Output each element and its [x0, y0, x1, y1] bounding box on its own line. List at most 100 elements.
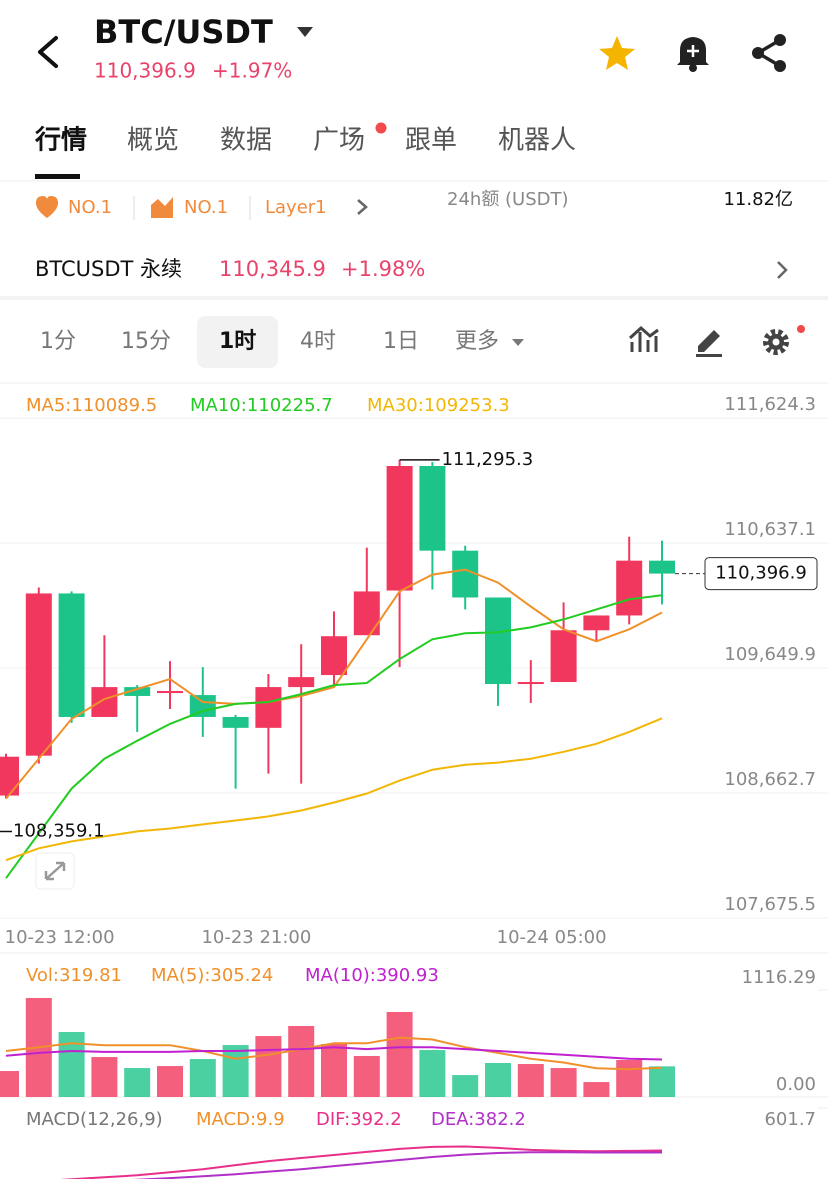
- favorite-icon[interactable]: [599, 36, 635, 70]
- volume-bar: [321, 1043, 347, 1097]
- volume-bar: [452, 1075, 479, 1097]
- candle-body: [25, 593, 52, 756]
- settings-icon[interactable]: [763, 329, 789, 355]
- y-tick-label: 601.7: [764, 1109, 816, 1130]
- volume-bar: [0, 1071, 19, 1097]
- tab[interactable]: 概览: [127, 126, 179, 156]
- interval[interactable]: 15分: [121, 329, 171, 354]
- x-tick-label: 10-23 21:00: [201, 927, 311, 948]
- volume-bar: [616, 1060, 643, 1097]
- contract-name[interactable]: BTCUSDT 永续: [35, 257, 182, 281]
- y-tick-label: 0.00: [776, 1074, 816, 1095]
- candle-body: [189, 695, 216, 717]
- candle-body: [550, 630, 577, 683]
- legend-entry: DEA:382.2: [431, 1109, 526, 1130]
- tab[interactable]: 跟单: [405, 126, 457, 156]
- volume-bar: [91, 1057, 118, 1097]
- tag: NO.1: [68, 197, 112, 218]
- indicator-icon[interactable]: [628, 325, 659, 352]
- tab[interactable]: 机器人: [498, 126, 576, 156]
- legend-entry: Vol:319.81: [26, 965, 122, 986]
- tag-chevron[interactable]: [357, 199, 368, 215]
- interval[interactable]: 1时: [219, 329, 256, 354]
- legend-entry: MA30:109253.3: [367, 395, 510, 416]
- volume-bar: [550, 1068, 577, 1097]
- contract-price: 110,345.9: [219, 257, 326, 281]
- legend-entry: MA(10):390.93: [305, 965, 439, 986]
- ma-line: [5, 717, 663, 862]
- legend-entry: MA(5):305.24: [151, 965, 273, 986]
- tab[interactable]: 广场: [313, 126, 365, 156]
- draw-icon[interactable]: [696, 330, 722, 357]
- candle-body: [222, 716, 249, 728]
- candle-body: [649, 560, 675, 574]
- candle-body: [58, 593, 85, 717]
- candle-body: [288, 677, 315, 688]
- expand-button[interactable]: [35, 852, 75, 890]
- pair-title[interactable]: BTC/USDT: [94, 13, 273, 51]
- volume-bar: [485, 1062, 511, 1097]
- header-change: +1.97%: [212, 59, 292, 83]
- volume-bar: [583, 1082, 610, 1097]
- interval[interactable]: 1分: [40, 329, 76, 354]
- more-dropdown[interactable]: [512, 339, 524, 346]
- turnover-value: 11.82亿: [723, 189, 793, 210]
- volume-bar: [58, 1032, 85, 1097]
- candle-body: [419, 465, 446, 551]
- contract-change: +1.98%: [341, 257, 425, 281]
- candle-body: [321, 636, 347, 676]
- alert-icon[interactable]: [677, 37, 709, 72]
- interval[interactable]: 更多: [455, 329, 499, 354]
- tab[interactable]: 行情: [34, 125, 87, 156]
- tab[interactable]: 数据: [220, 126, 272, 156]
- candle-body: [0, 756, 19, 796]
- last-price-box: [704, 557, 818, 591]
- y-tick-label: 111,624.3: [724, 394, 816, 415]
- x-tick-label: 10-24 05:00: [497, 927, 607, 948]
- legend-entry: MACD(12,26,9): [26, 1109, 163, 1130]
- volume-bar: [386, 1011, 413, 1097]
- pair-dropdown[interactable]: [297, 27, 313, 37]
- legend-entry: MACD:9.9: [196, 1109, 285, 1130]
- ma-line: [5, 1046, 663, 1061]
- ma-line: [5, 594, 663, 879]
- legend-entry: DIF:392.2: [316, 1109, 402, 1130]
- y-tick-label: 1116.29: [742, 967, 816, 988]
- annotation-label: 111,295.3: [442, 449, 534, 470]
- tag: NO.1: [184, 197, 228, 218]
- annotation-label: 108,359.1: [13, 820, 105, 841]
- candle-body: [124, 687, 151, 696]
- volume-bar: [189, 1059, 216, 1097]
- last-price-label: 110,396.9: [715, 563, 807, 584]
- candle-body: [517, 682, 544, 685]
- legend-entry: MA5:110089.5: [26, 395, 157, 416]
- tag: Layer1: [265, 197, 327, 218]
- legend-entry: MA10:110225.7: [190, 395, 333, 416]
- volume-bar: [353, 1055, 380, 1097]
- volume-bar: [124, 1068, 151, 1097]
- y-tick-label: 110,637.1: [724, 519, 816, 540]
- settings-badge: [797, 325, 805, 333]
- back-button[interactable]: [38, 36, 58, 68]
- volume-bar: [649, 1066, 675, 1097]
- y-tick-label: 108,662.7: [724, 769, 816, 790]
- divider: [0, 296, 828, 300]
- contract-chevron[interactable]: [777, 261, 788, 279]
- tab-badge: [375, 122, 387, 134]
- x-tick-label: 10-23 12:00: [5, 927, 115, 948]
- volume-bar: [222, 1045, 249, 1097]
- interval[interactable]: 4时: [300, 329, 336, 354]
- volume-bar: [157, 1066, 183, 1097]
- candle-body: [255, 687, 282, 728]
- ma-line: [5, 1036, 663, 1071]
- candle-body: [616, 560, 643, 616]
- candle-body: [386, 465, 413, 591]
- volume-bar: [255, 1036, 282, 1097]
- share-icon[interactable]: [752, 34, 786, 72]
- candle-body: [485, 597, 511, 685]
- turnover-label: 24h额 (USDT): [447, 189, 569, 210]
- interval[interactable]: 1日: [383, 329, 419, 354]
- tag-icon: [151, 197, 173, 218]
